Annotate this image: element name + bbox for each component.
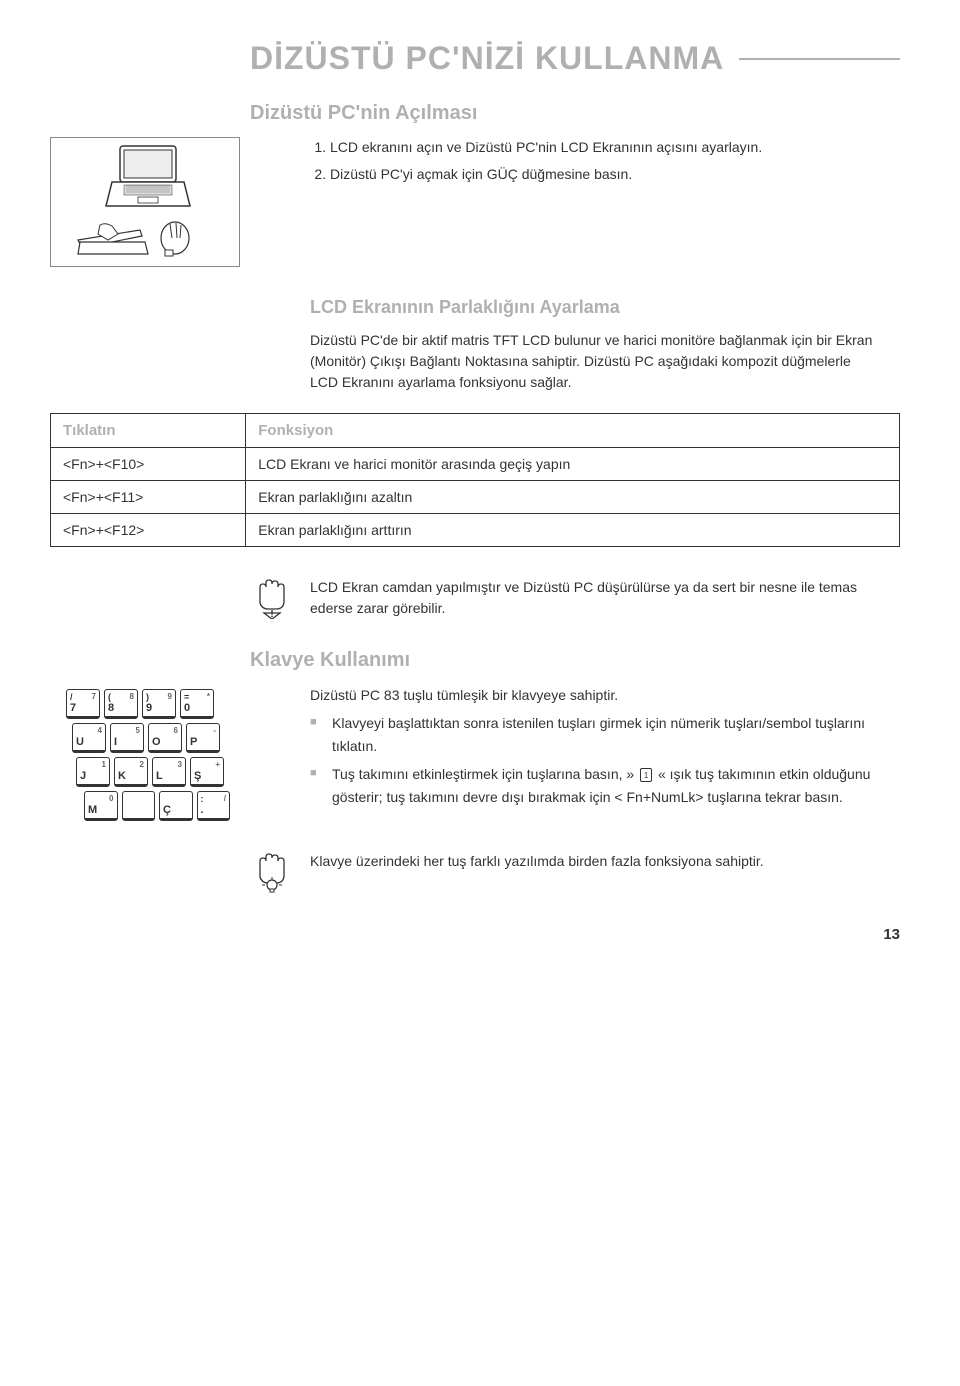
key: =0*	[180, 689, 214, 719]
table-row: <Fn>+<F11> Ekran parlaklığını azaltın	[51, 481, 900, 514]
cell-key: <Fn>+<F11>	[51, 481, 246, 514]
keyboard-bullet-2: Tuş takımını etkinleştirmek için tuşları…	[310, 763, 900, 808]
lcd-warning-note: ! LCD Ekran camdan yapılmıştır ve Dizüst…	[250, 577, 900, 619]
tip-hand-icon	[250, 851, 292, 893]
key: K2	[114, 757, 148, 787]
keyboard-section: /77 (88 )99 =0* U4 I5 O6 P- J1 K2 L3 Ş+ …	[50, 684, 900, 821]
function-key-table: Tıklatın Fonksiyon <Fn>+<F10> LCD Ekranı…	[50, 413, 900, 547]
key: /77	[66, 689, 100, 719]
key: L3	[152, 757, 186, 787]
keyboard-row: /77 (88 )99 =0*	[50, 689, 230, 719]
key: I5	[110, 723, 144, 753]
key: Ş+	[190, 757, 224, 787]
keyboard-row: J1 K2 L3 Ş+	[70, 757, 230, 787]
cell-fn: Ekran parlaklığını arttırın	[246, 514, 900, 547]
keyboard-row: U4 I5 O6 P-	[62, 723, 230, 753]
table-header-row: Tıklatın Fonksiyon	[51, 414, 900, 448]
page-title-row: DİZÜSTÜ PC'NİZİ KULLANMA	[250, 40, 900, 77]
svg-text:!: !	[270, 609, 273, 619]
page-title: DİZÜSTÜ PC'NİZİ KULLANMA	[250, 40, 724, 77]
keyboard-text: Dizüstü PC 83 tuşlu tümleşik bir klavyey…	[310, 684, 900, 814]
title-rule	[739, 58, 900, 60]
opening-section: LCD ekranını açın ve Dizüstü PC'nin LCD …	[50, 137, 900, 267]
key: O6	[148, 723, 182, 753]
th-fn: Fonksiyon	[246, 414, 900, 448]
opening-heading: Dizüstü PC'nin Açılması	[250, 102, 900, 125]
key: (88	[104, 689, 138, 719]
opening-step-1: LCD ekranını açın ve Dizüstü PC'nin LCD …	[330, 137, 762, 158]
lcd-warning-text: LCD Ekran camdan yapılmıştır ve Dizüstü …	[310, 577, 900, 619]
cell-key: <Fn>+<F10>	[51, 448, 246, 481]
key: U4	[72, 723, 106, 753]
warning-hand-icon: !	[250, 577, 292, 619]
laptop-open-illustration	[50, 137, 240, 267]
numlock-indicator-icon: 1	[640, 768, 652, 782]
cell-fn: Ekran parlaklığını azaltın	[246, 481, 900, 514]
key: M0	[84, 791, 118, 821]
key	[122, 791, 156, 821]
keyboard-intro: Dizüstü PC 83 tuşlu tümleşik bir klavyey…	[310, 684, 900, 706]
brightness-body: Dizüstü PC'de bir aktif matris TFT LCD b…	[310, 330, 880, 393]
keyboard-bullet-2-text: Tuş takımını etkinleştirmek için tuşları…	[332, 766, 870, 804]
page-number: 13	[883, 926, 900, 943]
key: J1	[76, 757, 110, 787]
keyboard-row: M0 Ç :./	[84, 791, 230, 821]
key: )99	[142, 689, 176, 719]
cell-key: <Fn>+<F12>	[51, 514, 246, 547]
laptop-icon	[90, 144, 200, 214]
th-key: Tıklatın	[51, 414, 246, 448]
key: P-	[186, 723, 220, 753]
keyboard-note-text: Klavye üzerindeki her tuş farklı yazılım…	[310, 851, 764, 872]
opening-steps: LCD ekranını açın ve Dizüstü PC'nin LCD …	[310, 137, 762, 191]
brightness-heading: LCD Ekranının Parlaklığını Ayarlama	[310, 297, 900, 318]
opening-step-2: Dizüstü PC'yi açmak için GÜÇ düğmesine b…	[330, 164, 762, 185]
keyboard-illustration: /77 (88 )99 =0* U4 I5 O6 P- J1 K2 L3 Ş+ …	[50, 684, 230, 821]
keyboard-heading: Klavye Kullanımı	[250, 649, 900, 672]
keyboard-note: Klavye üzerindeki her tuş farklı yazılım…	[250, 851, 900, 893]
keyboard-bullet-1: Klavyeyi başlattıktan sonra istenilen tu…	[310, 712, 900, 757]
table-row: <Fn>+<F10> LCD Ekranı ve harici monitör …	[51, 448, 900, 481]
laptop-hand-icon	[70, 220, 220, 260]
key: Ç	[159, 791, 193, 821]
cell-fn: LCD Ekranı ve harici monitör arasında ge…	[246, 448, 900, 481]
key: :./	[197, 791, 231, 821]
table-row: <Fn>+<F12> Ekran parlaklığını arttırın	[51, 514, 900, 547]
